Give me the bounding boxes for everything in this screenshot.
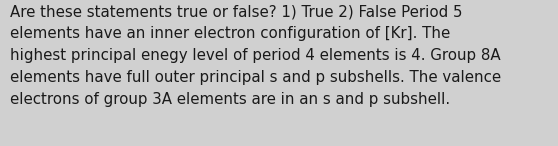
Text: Are these statements true or false? 1) True 2) False Period 5
elements have an i: Are these statements true or false? 1) T… [10, 4, 501, 107]
